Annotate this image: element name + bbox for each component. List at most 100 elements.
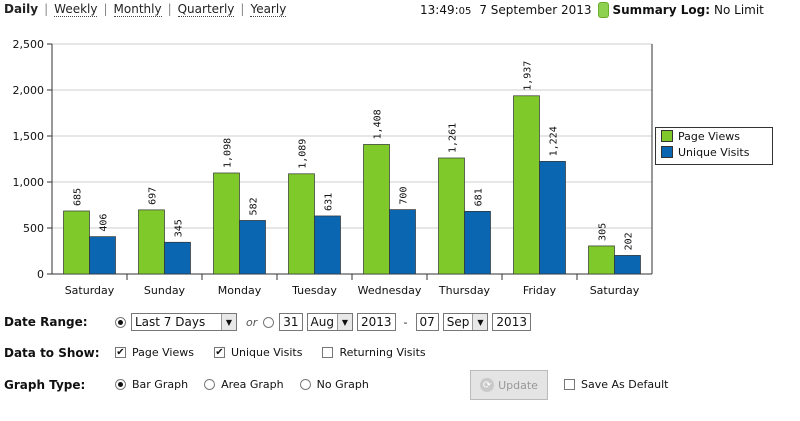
bar-value-label: 582: [249, 197, 260, 215]
bar-chart: 0 500 1,000 1,500 2,000 2,500 685 406 Saturday 69…: [13, 38, 653, 297]
page-views-label: Page Views: [132, 346, 194, 359]
date-range-label: Date Range:: [4, 315, 88, 329]
graph-type-label: Graph Type:: [4, 378, 86, 392]
time-seconds: 05: [458, 6, 472, 17]
bar-value-label: 406: [99, 214, 110, 232]
nav-yearly-link[interactable]: Yearly: [250, 2, 287, 17]
y-tick-label: 2,500: [13, 38, 45, 51]
chart-legend: Page Views Unique Visits: [655, 127, 773, 165]
from-month-value: Aug: [310, 315, 334, 329]
bar-value-label: 1,408: [373, 109, 384, 139]
current-time: 13:49:05: [420, 3, 471, 17]
y-tick-label: 0: [37, 268, 44, 281]
to-day-input[interactable]: 07: [415, 313, 439, 331]
summary-log-value: No Limit: [714, 3, 764, 17]
bar-value-label: 697: [148, 187, 159, 205]
range-preset-value: Last 7 Days: [135, 315, 206, 329]
x-tick-label: Tuesday: [291, 284, 337, 297]
nav-weekly-link[interactable]: Weekly: [54, 2, 98, 17]
bar-page-views: [588, 245, 615, 275]
save-as-default-checkbox[interactable]: [564, 379, 575, 390]
bar-value-label: 1,224: [549, 126, 560, 156]
bar-page-views: [288, 173, 315, 275]
time-main: 13:49:: [420, 3, 459, 17]
bar-value-label: 202: [624, 232, 635, 250]
update-button[interactable]: ⟳ Update: [470, 370, 548, 400]
status-bar: 13:49:05 7 September 2013 Summary Log: N…: [420, 2, 764, 18]
bar-value-label: 1,089: [298, 139, 309, 169]
to-month-value: Sep: [446, 315, 470, 329]
bar-unique-visits: [314, 215, 341, 275]
summary-log-label: Summary Log:: [612, 3, 711, 17]
page-views-checkbox[interactable]: [115, 347, 126, 358]
legend-label-page-views: Page Views: [678, 129, 740, 143]
bar-unique-visits: [89, 236, 116, 275]
from-month-select[interactable]: Aug ▼: [306, 313, 353, 331]
bar-page-views: [213, 172, 240, 275]
area-graph-label: Area Graph: [221, 378, 284, 391]
save-as-default-label: Save As Default: [581, 378, 669, 391]
x-tick-label: Friday: [523, 284, 557, 297]
data-to-show-label: Data to Show:: [4, 346, 100, 360]
bar-graph-radio[interactable]: [115, 379, 126, 390]
save-default-row: Save As Default: [564, 378, 668, 391]
chevron-down-icon: ▼: [221, 314, 236, 330]
no-graph-radio[interactable]: [299, 379, 311, 390]
bar-value-label: 685: [73, 188, 84, 206]
x-tick-label: Thursday: [438, 284, 491, 297]
from-year-input[interactable]: 2013: [356, 313, 396, 331]
nav-separator: |: [44, 2, 49, 16]
bar-value-label: 345: [174, 219, 185, 237]
bar-value-label: 631: [324, 193, 335, 211]
x-tick-label: Wednesday: [358, 284, 422, 297]
bar-value-label: 1,098: [223, 138, 234, 168]
bar-value-label: 305: [598, 223, 609, 241]
returning-visits-label: Returning Visits: [339, 346, 426, 359]
legend-item-unique-visits: Unique Visits: [656, 144, 772, 160]
bar-page-views: [363, 144, 390, 275]
nav-daily-link[interactable]: Daily: [4, 2, 39, 16]
range-preset-select[interactable]: Last 7 Days ▼: [131, 313, 237, 331]
legend-label-unique-visits: Unique Visits: [678, 145, 750, 159]
custom-range-radio[interactable]: [263, 316, 275, 328]
current-date: 7 September 2013: [479, 3, 592, 17]
date-range-row: Last 7 Days ▼ or 31 Aug ▼ 2013 - 07 Sep ▼ 2…: [115, 313, 531, 331]
bar-graph-label: Bar Graph: [132, 378, 189, 391]
y-tick-label: 500: [23, 222, 44, 235]
area-graph-radio[interactable]: [204, 379, 216, 390]
unique-visits-checkbox[interactable]: [213, 347, 225, 358]
nav-separator: |: [103, 2, 108, 16]
y-tick-label: 1,500: [13, 130, 45, 143]
bar-value-label: 700: [399, 187, 410, 205]
or-text: or: [246, 315, 258, 329]
to-month-select[interactable]: Sep ▼: [442, 313, 489, 331]
bar-page-views: [513, 95, 540, 275]
x-tick-label: Saturday: [65, 284, 115, 297]
bar-unique-visits: [389, 209, 416, 275]
from-day-input[interactable]: 31: [279, 313, 303, 331]
no-graph-label: No Graph: [316, 378, 369, 391]
data-to-show-row: Page Views Unique Visits Returning Visit…: [115, 346, 426, 359]
bar-unique-visits: [539, 161, 566, 275]
nav-quarterly-link[interactable]: Quarterly: [177, 2, 235, 17]
returning-visits-checkbox[interactable]: [322, 347, 334, 358]
nav-separator: |: [240, 2, 245, 16]
x-tick-label: Sunday: [144, 284, 186, 297]
nav-separator: |: [167, 2, 172, 16]
legend-item-page-views: Page Views: [656, 128, 772, 144]
legend-swatch-page-views: [661, 130, 673, 142]
x-tick-label: Monday: [218, 284, 262, 297]
bar-unique-visits: [164, 241, 191, 275]
status-indicator-icon: [597, 2, 609, 18]
chevron-down-icon: ▼: [336, 314, 352, 330]
legend-swatch-unique-visits: [661, 146, 673, 158]
bar-page-views: [63, 210, 90, 275]
y-tick-label: 1,000: [13, 176, 45, 189]
bar-value-label: 1,937: [523, 61, 534, 91]
preset-range-radio[interactable]: [115, 316, 126, 328]
nav-monthly-link[interactable]: Monthly: [113, 2, 162, 17]
to-year-input[interactable]: 2013: [492, 313, 531, 331]
chevron-down-icon: ▼: [472, 314, 488, 330]
bar-unique-visits: [614, 255, 641, 275]
bar-page-views: [138, 209, 165, 275]
